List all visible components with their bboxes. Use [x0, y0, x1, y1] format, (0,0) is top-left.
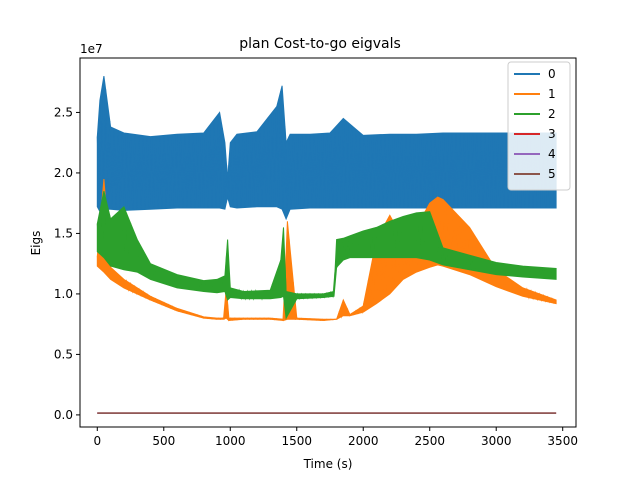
x-tick-label: 3000 — [481, 434, 512, 448]
series-2-oscillation — [96, 198, 557, 317]
x-tick-label: 0 — [93, 434, 101, 448]
x-tick-label: 2500 — [414, 434, 445, 448]
y-axis-label: Eigs — [29, 231, 43, 256]
axes-frame — [79, 57, 577, 428]
x-axis-label: Time (s) — [303, 457, 353, 471]
x-axis-ticks: 0 500 1000 1500 2000 2500 3000 3500 — [93, 427, 578, 448]
x-tick-label: 1500 — [281, 434, 312, 448]
y-tick-label: 0.5 — [54, 347, 73, 361]
x-tick-label: 3500 — [547, 434, 578, 448]
chart-title: plan Cost-to-go eigvals — [239, 36, 401, 52]
legend-label-5: 5 — [548, 167, 556, 181]
y-tick-label: 2.0 — [54, 166, 73, 180]
x-tick-label: 1000 — [215, 434, 246, 448]
y-tick-label: 1.0 — [54, 287, 73, 301]
legend-label-1: 1 — [548, 87, 556, 101]
x-tick-label: 2000 — [348, 434, 379, 448]
series-0-trace — [96, 89, 557, 217]
legend-label-4: 4 — [548, 147, 556, 161]
y-axis-ticks: 0.0 0.5 1.0 1.5 2.0 2.5 — [54, 105, 80, 422]
y-tick-label: 0.0 — [54, 408, 73, 422]
y-tick-label: 2.5 — [54, 105, 73, 119]
legend-frame — [507, 61, 571, 191]
legend: 0 1 2 3 4 5 — [507, 61, 571, 191]
plot-area — [96, 76, 557, 414]
legend-label-2: 2 — [548, 107, 556, 121]
legend-label-3: 3 — [548, 127, 556, 141]
series-2-trace — [96, 198, 557, 317]
y-tick-label: 1.5 — [54, 226, 73, 240]
x-tick-label: 500 — [152, 434, 175, 448]
y-axis-offset-label: 1e7 — [80, 42, 103, 56]
series-0-oscillation — [96, 89, 557, 217]
legend-label-0: 0 — [548, 67, 556, 81]
